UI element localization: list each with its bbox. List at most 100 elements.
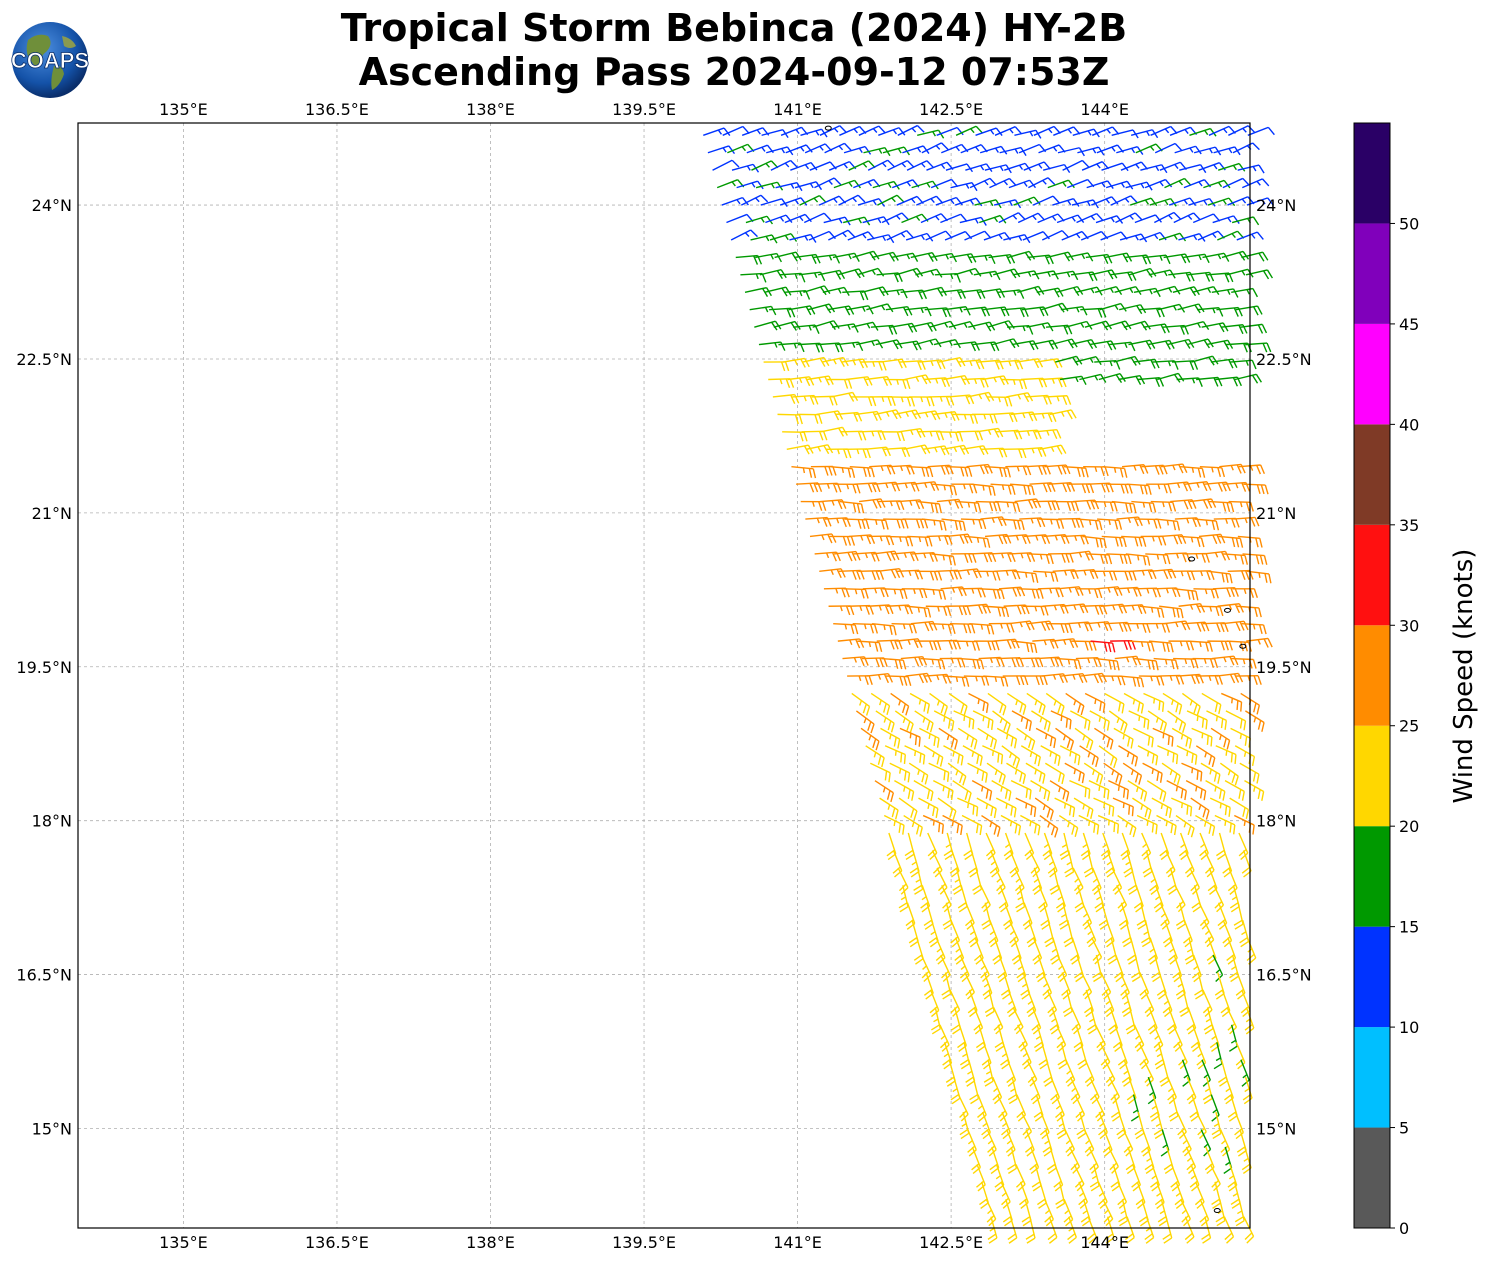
wind-barb <box>1235 305 1263 316</box>
wind-barb <box>785 144 813 154</box>
wind-barb <box>1185 1146 1197 1174</box>
wind-barb <box>1211 655 1239 666</box>
wind-barb <box>1097 518 1123 530</box>
wind-barb <box>1108 1076 1121 1105</box>
wind-barb <box>1083 762 1104 785</box>
wind-barb <box>823 587 850 598</box>
wind-barb <box>1210 727 1231 750</box>
wind-barb <box>1199 1199 1210 1227</box>
wind-barb <box>1202 252 1230 262</box>
wind-barb <box>845 448 871 459</box>
wind-barb <box>1104 320 1132 331</box>
wind-barb <box>894 780 915 801</box>
wind-barb <box>1169 570 1196 581</box>
wind-barb <box>858 125 886 136</box>
wind-barb <box>948 320 976 331</box>
wind-barb <box>1136 902 1147 930</box>
wind-barb <box>952 413 979 424</box>
wind-barb <box>889 762 911 783</box>
wind-barb <box>1116 1111 1127 1140</box>
wind-barb <box>955 125 984 136</box>
wind-barb <box>1055 1094 1065 1122</box>
colorbar-bin <box>1354 223 1390 324</box>
wind-barb <box>968 850 979 878</box>
wind-barb <box>1047 850 1058 878</box>
wind-barb <box>1223 481 1251 492</box>
wind-barb <box>952 867 963 895</box>
wind-barbs <box>703 124 1275 1244</box>
wind-barb <box>959 1042 971 1070</box>
wind-barb <box>857 640 883 652</box>
wind-barb <box>1014 129 1042 139</box>
wind-barb <box>1143 692 1165 712</box>
wind-barb <box>933 411 960 422</box>
wind-barb <box>1087 1007 1098 1035</box>
wind-barb <box>909 850 920 878</box>
wind-barb <box>745 215 774 225</box>
wind-barb <box>1218 1059 1229 1087</box>
wind-barb <box>852 622 879 634</box>
wind-barb <box>1091 126 1120 136</box>
wind-barb <box>880 727 901 749</box>
wind-barb <box>1217 162 1246 172</box>
wind-barb <box>974 570 1001 581</box>
wind-barb <box>870 762 891 783</box>
wind-barb <box>1200 762 1221 784</box>
wind-barb <box>1237 164 1265 174</box>
wind-barb <box>962 377 989 388</box>
lat-tick-label-right: 16.5°N <box>1256 966 1312 985</box>
wind-barb <box>957 727 978 750</box>
wind-barb <box>1144 178 1173 189</box>
wind-barb <box>1086 180 1114 189</box>
wind-barb <box>1091 937 1103 965</box>
wind-barb <box>1163 253 1191 264</box>
wind-barb <box>921 588 947 600</box>
wind-barb <box>1038 518 1065 529</box>
wind-barb <box>1046 1146 1057 1175</box>
wind-barb <box>1038 1042 1049 1070</box>
wind-barb <box>763 361 790 372</box>
wind-barb <box>1234 1199 1245 1227</box>
wind-barb <box>1181 762 1203 782</box>
wind-barb <box>1163 620 1191 631</box>
wind-barb <box>1198 605 1224 617</box>
wind-barb <box>1089 1076 1100 1105</box>
wind-barb <box>912 481 940 492</box>
wind-barb <box>1133 358 1160 369</box>
wind-barb <box>988 622 1015 633</box>
wind-barb <box>1048 552 1074 563</box>
wind-barb <box>1139 605 1165 618</box>
wind-barb <box>971 483 996 496</box>
lon-tick-label-bottom: 136.5°E <box>305 1233 369 1252</box>
wind-barb <box>980 516 1007 527</box>
lat-tick-label-left: 15°N <box>32 1119 72 1138</box>
wind-barb <box>881 657 907 670</box>
wind-barb <box>1049 780 1070 802</box>
wind-barb <box>908 920 919 948</box>
wind-barb <box>953 341 980 352</box>
wind-barb <box>786 444 814 455</box>
wind-barb <box>790 161 818 171</box>
wind-barb <box>1010 780 1032 800</box>
wind-barb <box>1180 466 1206 478</box>
wind-barb <box>1044 1198 1055 1227</box>
logo-text: COAPS <box>11 48 89 73</box>
wind-barb <box>966 463 993 475</box>
wind-barb <box>1233 902 1244 930</box>
wind-barb <box>1133 287 1161 298</box>
wind-barb <box>895 267 924 278</box>
wind-barb <box>1144 1146 1155 1175</box>
wind-barb <box>905 306 932 317</box>
wind-barb <box>1121 535 1147 547</box>
wind-barb <box>930 252 958 263</box>
lon-tick-label-bottom: 142.5°E <box>919 1233 983 1252</box>
wind-barb <box>1017 1024 1028 1052</box>
wind-barb <box>849 466 875 478</box>
wind-barb <box>906 605 932 618</box>
wind-barb <box>921 142 949 154</box>
lon-tick-label-bottom: 135°E <box>159 1233 208 1252</box>
wind-barb <box>1035 358 1063 369</box>
wind-barb <box>1222 177 1250 189</box>
island-outline <box>1213 1208 1221 1214</box>
wind-barb <box>1047 179 1075 189</box>
